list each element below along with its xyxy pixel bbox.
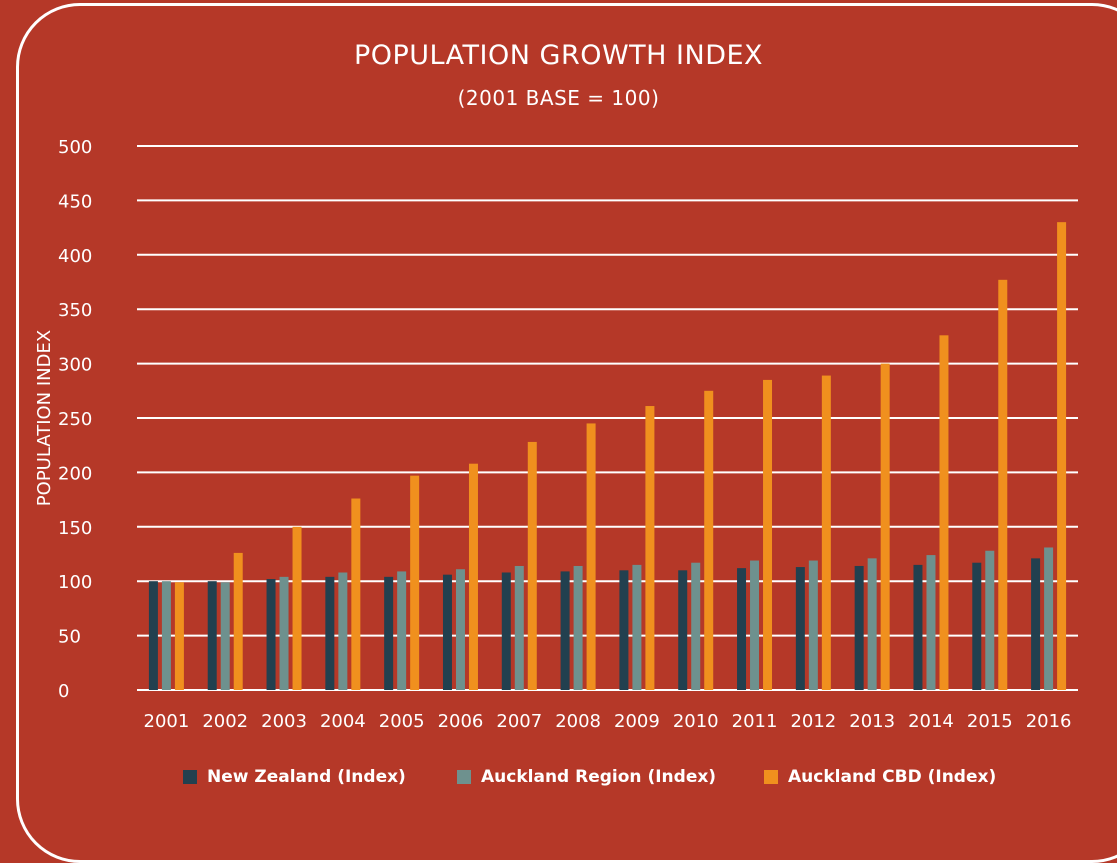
bar	[560, 571, 570, 690]
bar	[632, 564, 642, 690]
bar	[148, 581, 158, 690]
bar	[985, 550, 995, 690]
x-tick-label: 2009	[614, 711, 660, 732]
bar	[266, 579, 276, 690]
legend-label-auckland-cbd: Auckland CBD (Index)	[788, 767, 997, 787]
x-tick-label: 2007	[496, 711, 542, 732]
y-tick-label: 150	[58, 518, 92, 539]
y-tick-label: 200	[58, 463, 92, 484]
bar	[351, 498, 361, 690]
bar	[233, 552, 243, 690]
bar	[619, 570, 629, 690]
bar	[384, 576, 394, 690]
bar	[808, 560, 818, 690]
legend: New Zealand (Index) Auckland Region (Ind…	[0, 767, 1117, 793]
bar	[678, 570, 688, 690]
bar	[325, 576, 335, 690]
bar	[442, 574, 452, 690]
x-tick-label: 2015	[967, 711, 1013, 732]
x-tick-label: 2001	[144, 711, 190, 732]
legend-label-new-zealand: New Zealand (Index)	[207, 767, 406, 787]
bar	[737, 568, 747, 690]
y-tick-label: 400	[58, 246, 92, 267]
bar	[1044, 547, 1054, 690]
bar	[913, 564, 923, 690]
bar	[750, 560, 760, 690]
bar	[279, 576, 289, 690]
bar	[338, 572, 348, 690]
legend-swatch-auckland-region	[457, 770, 471, 784]
bar	[514, 565, 524, 690]
bar	[998, 279, 1008, 690]
y-tick-label: 450	[58, 191, 92, 212]
bar	[645, 406, 655, 690]
bar	[854, 565, 864, 690]
bar	[207, 581, 217, 690]
bar	[410, 475, 420, 690]
y-tick-label: 500	[58, 137, 92, 158]
bar-chart: 0 50 100 150 200 250 300 350 400 450 500 POPULATION…	[34, 137, 1078, 732]
x-tick-label: 2013	[849, 711, 895, 732]
bar	[501, 572, 511, 690]
x-tick-label: 2010	[673, 711, 719, 732]
bar	[527, 441, 537, 690]
y-tick-label: 350	[58, 300, 92, 321]
x-tick-label: 2006	[438, 711, 484, 732]
bar	[795, 567, 805, 690]
x-tick-label: 2011	[732, 711, 778, 732]
legend-swatch-new-zealand	[183, 770, 197, 784]
y-tick-label: 300	[58, 355, 92, 376]
chart-subtitle: (2001 BASE = 100)	[457, 86, 660, 110]
y-tick-label: 100	[58, 572, 92, 593]
x-tick-label: 2012	[790, 711, 836, 732]
bar	[926, 555, 936, 690]
bar	[174, 582, 184, 690]
legend-item-auckland-region: Auckland Region (Index)	[457, 767, 716, 787]
bar	[880, 363, 890, 690]
x-tick-label: 2004	[320, 711, 366, 732]
x-tick-label: 2002	[202, 711, 248, 732]
x-tick-label: 2016	[1026, 711, 1072, 732]
bar	[1057, 222, 1067, 690]
legend-item-auckland-cbd: Auckland CBD (Index)	[764, 767, 996, 787]
bar	[397, 571, 407, 690]
y-tick-label: 0	[58, 681, 69, 702]
bar	[455, 569, 465, 690]
x-tick-label: 2005	[379, 711, 425, 732]
bar	[691, 562, 701, 690]
bar	[867, 558, 877, 690]
legend-item-new-zealand: New Zealand (Index)	[183, 767, 406, 787]
bar	[220, 582, 230, 690]
bar	[573, 565, 583, 690]
x-tick-label: 2003	[261, 711, 307, 732]
y-tick-label: 250	[58, 409, 92, 430]
bar	[972, 562, 982, 690]
y-tick-label: 50	[58, 627, 81, 648]
x-tick-label: 2008	[555, 711, 601, 732]
bar	[292, 526, 302, 690]
bar	[763, 379, 773, 690]
chart-title: POPULATION GROWTH INDEX	[353, 40, 764, 71]
bar	[161, 581, 171, 690]
bar	[1031, 558, 1041, 690]
bar	[821, 375, 831, 690]
legend-swatch-auckland-cbd	[764, 770, 778, 784]
bar	[704, 390, 714, 690]
legend-label-auckland-region: Auckland Region (Index)	[481, 767, 717, 787]
bar	[939, 335, 949, 690]
bar	[468, 463, 478, 690]
bar	[586, 423, 596, 690]
y-axis-label: POPULATION INDEX	[34, 330, 55, 506]
x-tick-label: 2014	[908, 711, 954, 732]
